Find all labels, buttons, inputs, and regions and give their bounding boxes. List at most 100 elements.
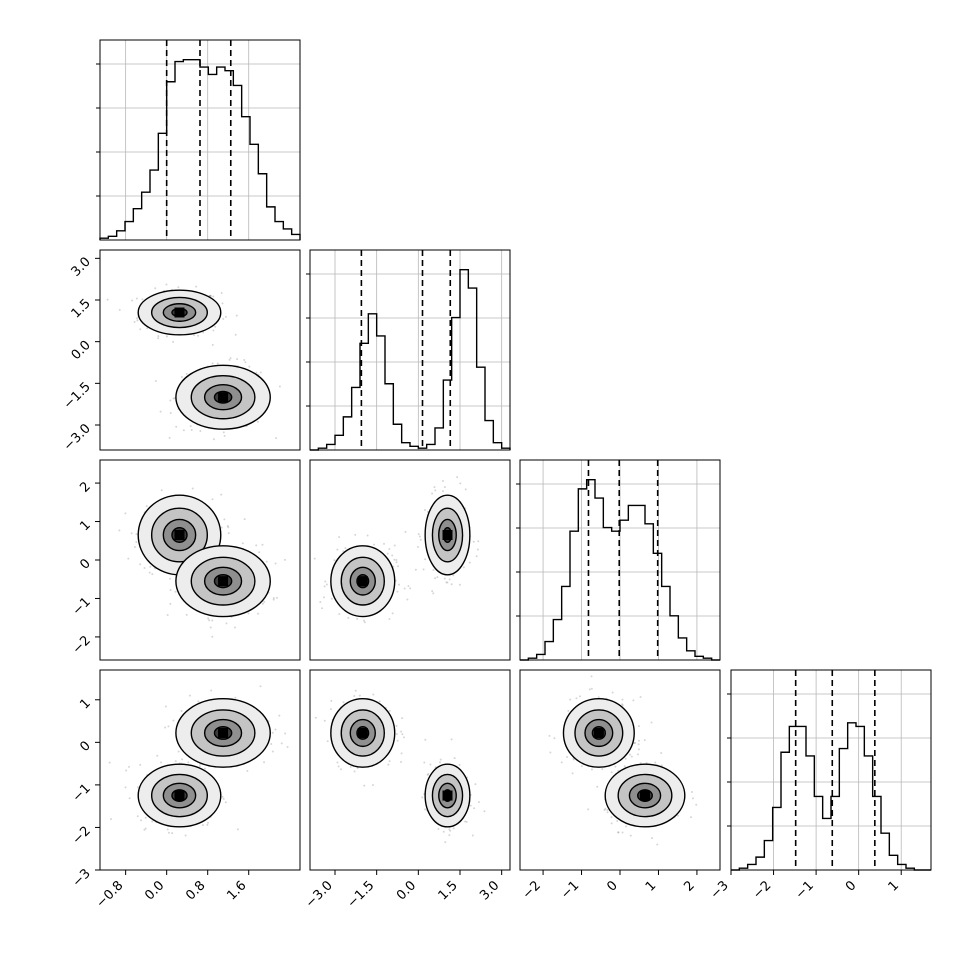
sample-point [349,765,352,768]
x-tick-label: 0 [604,878,620,894]
density-content [108,685,289,837]
sample-point [354,533,357,536]
sample-point [221,302,224,305]
sample-point [154,380,157,383]
sample-point [148,571,151,574]
sample-point [448,578,451,581]
sample-point [400,752,403,755]
sample-point [324,580,327,583]
sample-point [567,709,570,712]
x-tick-label: −1 [558,878,582,902]
sample-point [566,756,569,759]
sample-point [261,543,264,546]
sample-point [452,827,455,830]
sample-point [625,825,628,828]
sample-point [358,694,361,697]
sample-point [167,725,170,728]
sample-point [201,824,204,827]
sample-point [396,590,399,593]
sample-point [391,612,394,615]
sample-point [401,717,404,720]
sample-point [208,619,211,622]
y-tick-label: 1 [77,518,93,534]
sample-point [109,818,112,821]
density-content [313,476,480,624]
sample-point [330,699,333,702]
y-tick-label: −3.0 [61,421,94,454]
sample-point [336,761,339,764]
sample-point [382,542,385,545]
sample-point [676,814,679,817]
sample-point [444,841,447,844]
sample-point [387,763,390,766]
sample-point [656,843,659,846]
x-tick-label: 1.5 [436,878,461,903]
sample-point [257,612,260,615]
sample-point [588,688,591,691]
sample-point [325,583,328,586]
sample-point [226,525,229,528]
sample-point [275,437,278,440]
sample-point [575,697,578,700]
x-tick-label: 0 [843,878,859,894]
sample-point [125,769,128,772]
sample-point [448,828,451,831]
sample-point [128,797,131,800]
sample-point [314,716,317,719]
x-tick-label: 0.8 [183,878,208,903]
sample-point [236,358,239,361]
sample-point [431,492,434,495]
sample-point [326,740,329,743]
sample-point [229,357,232,360]
sample-point [131,299,134,302]
panel-frame [730,669,932,871]
sample-point [214,325,217,328]
sample-point [475,555,478,558]
sample-point [313,557,316,560]
histogram-panel-2 [306,249,511,451]
sample-point [202,331,205,334]
sample-point [166,828,169,831]
sample-point [417,546,420,549]
sample-point [621,704,624,707]
sample-point [397,565,400,568]
x-tick-label: 1.6 [224,878,249,903]
x-tick-label: −3.0 [303,878,336,911]
sample-point [118,308,121,311]
sample-point [422,568,425,571]
x-tick-label: −0.8 [94,878,127,911]
sample-point [182,429,185,432]
sample-point [243,359,246,362]
sample-point [261,602,264,605]
sample-point [144,827,147,830]
sample-point [643,739,646,742]
sample-point [181,758,184,761]
sample-point [621,831,624,834]
sample-point [197,334,200,337]
sample-point [407,584,410,587]
sample-point [634,741,637,744]
sample-point [223,518,226,521]
sample-point [604,807,607,810]
sample-point [133,546,136,549]
sample-point [363,784,366,787]
sample-point [157,335,160,338]
sample-point [207,821,210,824]
sample-point [140,819,143,822]
sample-point [423,761,426,764]
sample-point [221,795,224,798]
sample-point [399,760,402,763]
sample-point [590,768,593,771]
sample-point [601,768,604,771]
sample-point [127,765,130,768]
y-tick-label: 0.0 [69,338,94,363]
sample-point [234,333,237,336]
x-tick-label: 1 [886,878,902,894]
sample-point [223,434,226,437]
sample-point [391,554,394,557]
sample-point [212,438,215,441]
sample-point [165,283,168,286]
sample-point [610,771,613,774]
sample-point [610,816,613,819]
sample-point [207,617,210,620]
